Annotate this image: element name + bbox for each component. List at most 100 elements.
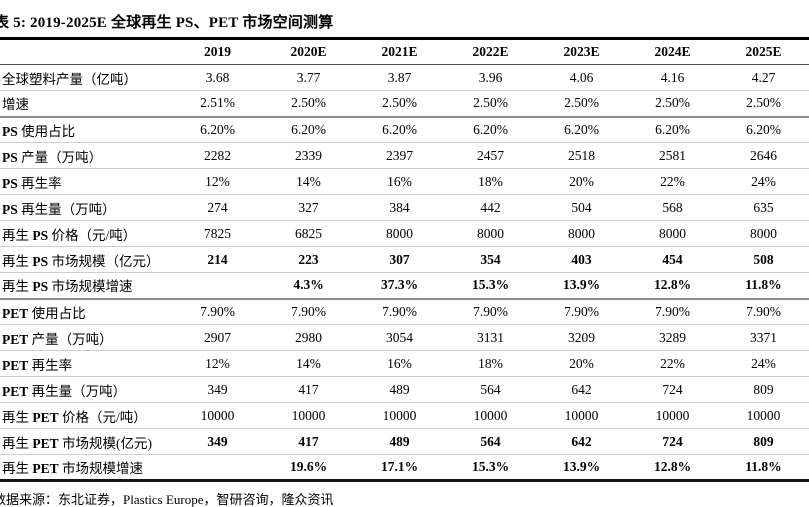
value-cell: 7.90% — [536, 298, 627, 325]
value-cell: 403 — [536, 246, 627, 273]
value-cell: 12% — [172, 168, 263, 195]
table-title: 表 5: 2019-2025E 全球再生 PS、PET 市场空间测算 — [0, 15, 334, 31]
row-label-cell: PET 使用占比 — [0, 298, 172, 325]
row-label-cell: 增速 — [0, 90, 172, 118]
table-row: PET 产量（万吨） 2907 2980 3054 3131 3209 3289 3371 — [0, 324, 809, 351]
year-header-cell: 2025E — [718, 38, 809, 65]
value-cell: 16% — [354, 168, 445, 195]
table-row: PS 产量（万吨） 2282 2339 2397 2457 2518 2581 2646 — [0, 142, 809, 169]
value-cell: 2.50% — [263, 90, 354, 118]
row-label-cell: PET 再生量（万吨） — [0, 376, 172, 403]
value-cell: 10000 — [627, 402, 718, 429]
value-cell: 3289 — [627, 324, 718, 351]
table-header-row: 2019 2020E 2021E 2022E 2023E 2024E 2025E — [0, 38, 809, 65]
year-header-cell: 2023E — [536, 38, 627, 65]
value-cell: 7.90% — [627, 298, 718, 325]
value-cell: 24% — [718, 168, 809, 195]
value-cell: 642 — [536, 376, 627, 403]
value-cell: 3.96 — [445, 64, 536, 91]
value-cell: 2518 — [536, 142, 627, 169]
value-cell: 3131 — [445, 324, 536, 351]
value-cell: 8000 — [354, 220, 445, 247]
table-row: 再生 PS 价格（元/吨） 7825 6825 8000 8000 8000 8000 800… — [0, 220, 809, 247]
value-cell: 11.8% — [718, 272, 809, 300]
value-cell: 442 — [445, 194, 536, 221]
value-cell: 11.8% — [745, 459, 782, 474]
value-cell: 504 — [536, 194, 627, 221]
value-cell: 724 — [627, 376, 718, 403]
value-cell: 417 — [263, 376, 354, 403]
value-cell: 7825 — [172, 220, 263, 247]
value-cell: 3209 — [536, 324, 627, 351]
value-cell: 2339 — [263, 142, 354, 169]
value-cell: 12.8% — [627, 272, 718, 300]
value-cell: 6825 — [263, 220, 354, 247]
table-row: 增速 2.51% 2.50% 2.50% 2.50% 2.50% 2.50% 2.50% — [0, 90, 809, 118]
value-cell: 809 — [718, 376, 809, 403]
value-cell: 2.50% — [627, 90, 718, 118]
value-cell: 417 — [263, 428, 354, 455]
value-cell: 564 — [445, 428, 536, 455]
value-cell: 2.50% — [445, 90, 536, 118]
value-cell: 8000 — [627, 220, 718, 247]
value-cell: 327 — [263, 194, 354, 221]
row-label-cell: 再生 PET 价格（元/吨） — [0, 402, 172, 429]
value-cell: 2457 — [445, 142, 536, 169]
value-cell: 354 — [445, 246, 536, 273]
value-cell: 15.3% — [471, 459, 510, 474]
year-header-cell: 2024E — [627, 38, 718, 65]
value-cell: 17.1% — [380, 459, 419, 474]
value-cell: 724 — [627, 428, 718, 455]
value-cell: 809 — [718, 428, 809, 455]
value-cell: 568 — [627, 194, 718, 221]
value-cell: 4.16 — [627, 64, 718, 91]
value-cell: 18% — [445, 350, 536, 377]
value-cell: 3371 — [718, 324, 809, 351]
value-cell: 10000 — [354, 402, 445, 429]
value-cell: 3.68 — [172, 64, 263, 91]
value-cell: 14% — [263, 350, 354, 377]
value-cell: 6.20% — [354, 116, 445, 143]
value-cell: 508 — [718, 246, 809, 273]
table-row: PET 再生率 12% 14% 16% 18% 20% 22% 24% — [0, 350, 809, 377]
value-cell — [172, 272, 263, 300]
value-cell: 8000 — [718, 220, 809, 247]
value-cell: 7.90% — [354, 298, 445, 325]
value-cell: 7.90% — [172, 298, 263, 325]
year-header-cell: 2020E — [263, 38, 354, 65]
value-cell: 4.06 — [536, 64, 627, 91]
value-cell: 8000 — [445, 220, 536, 247]
value-cell: 223 — [263, 246, 354, 273]
value-cell: 6.20% — [445, 116, 536, 143]
value-cell: 10000 — [445, 402, 536, 429]
value-cell: 564 — [445, 376, 536, 403]
value-cell: 22% — [627, 350, 718, 377]
value-cell: 384 — [354, 194, 445, 221]
row-label-cell: 再生 PET 市场规模增速 — [2, 461, 144, 476]
value-cell: 635 — [718, 194, 809, 221]
value-cell: 2.50% — [718, 90, 809, 118]
value-cell: 489 — [354, 428, 445, 455]
value-cell: 22% — [627, 168, 718, 195]
row-label-cell: PET 产量（万吨） — [0, 324, 172, 351]
value-cell: 2581 — [627, 142, 718, 169]
year-header-cell: 2019 — [172, 38, 263, 65]
value-cell: 642 — [536, 428, 627, 455]
market-estimate-table: 2019 2020E 2021E 2022E 2023E 2024E 2025E 全球塑料产… — [0, 37, 809, 482]
table-row: 再生 PS 市场规模增速 4.3% 37.3% 15.3% 13.9% 12.8% 11.8… — [0, 272, 809, 300]
value-cell: 24% — [718, 350, 809, 377]
value-cell: 6.20% — [627, 116, 718, 143]
row-label-cell: PS 使用占比 — [0, 116, 172, 143]
year-header-cell: 2021E — [354, 38, 445, 65]
value-cell: 6.20% — [718, 116, 809, 143]
value-cell: 16% — [354, 350, 445, 377]
row-label-cell: 再生 PS 价格（元/吨） — [0, 220, 172, 247]
table-row: PET 使用占比 7.90% 7.90% 7.90% 7.90% 7.90% 7.90% 7.… — [0, 298, 809, 325]
value-cell: 2.51% — [172, 90, 263, 118]
table-row: 全球塑料产量（亿吨） 3.68 3.77 3.87 3.96 4.06 4.16 4.27 — [0, 64, 809, 91]
value-cell: 4.27 — [718, 64, 809, 91]
value-cell: 307 — [354, 246, 445, 273]
table-row: 再生 PET 市场规模(亿元) 349 417 489 564 642 724 809 — [0, 428, 809, 455]
row-label-cell: PS 再生率 — [0, 168, 172, 195]
